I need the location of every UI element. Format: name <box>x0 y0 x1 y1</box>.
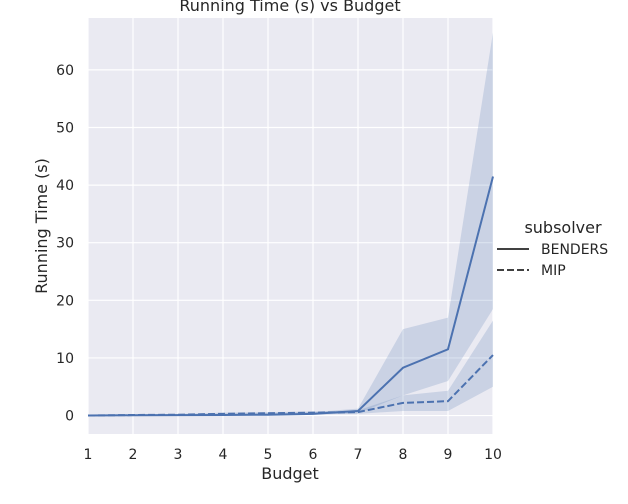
legend-label-benders: BENDERS <box>541 242 608 258</box>
series-line-benders <box>87 176 494 417</box>
x-tick-label: 8 <box>399 447 408 463</box>
x-tick-label: 4 <box>219 447 228 463</box>
legend-label-mip: MIP <box>541 263 566 279</box>
y-tick-label: 20 <box>56 293 74 309</box>
confidence-bands <box>88 32 493 416</box>
y-axis-label: Running Time (s) <box>32 158 51 294</box>
x-tick-label: 10 <box>484 447 502 463</box>
legend-title: subsolver <box>524 218 602 237</box>
x-axis-label: Budget <box>261 464 319 483</box>
ci-band-mip <box>88 320 493 416</box>
x-tick-label: 1 <box>84 447 93 463</box>
series-lines <box>87 176 494 417</box>
y-tick-label: 10 <box>56 351 74 367</box>
x-tick-label: 2 <box>129 447 138 463</box>
gridlines <box>87 18 494 434</box>
series-line-mip <box>87 354 494 417</box>
x-tick-label: 6 <box>309 447 318 463</box>
x-tick-label: 3 <box>174 447 183 463</box>
x-tick-labels: 1 2 3 4 5 6 7 8 9 10 <box>84 447 502 463</box>
y-tick-label: 30 <box>56 236 74 252</box>
y-tick-labels: 0 10 20 30 40 50 60 <box>56 63 74 425</box>
y-tick-label: 50 <box>56 120 74 136</box>
x-tick-label: 9 <box>444 447 453 463</box>
y-tick-label: 60 <box>56 63 74 79</box>
y-tick-label: 0 <box>65 409 74 425</box>
chart-title: Running Time (s) vs Budget <box>179 0 400 15</box>
x-tick-label: 5 <box>264 447 273 463</box>
y-tick-label: 40 <box>56 178 74 194</box>
plot-area <box>88 18 493 434</box>
legend: subsolver BENDERS MIP <box>497 218 608 279</box>
x-tick-label: 7 <box>354 447 363 463</box>
